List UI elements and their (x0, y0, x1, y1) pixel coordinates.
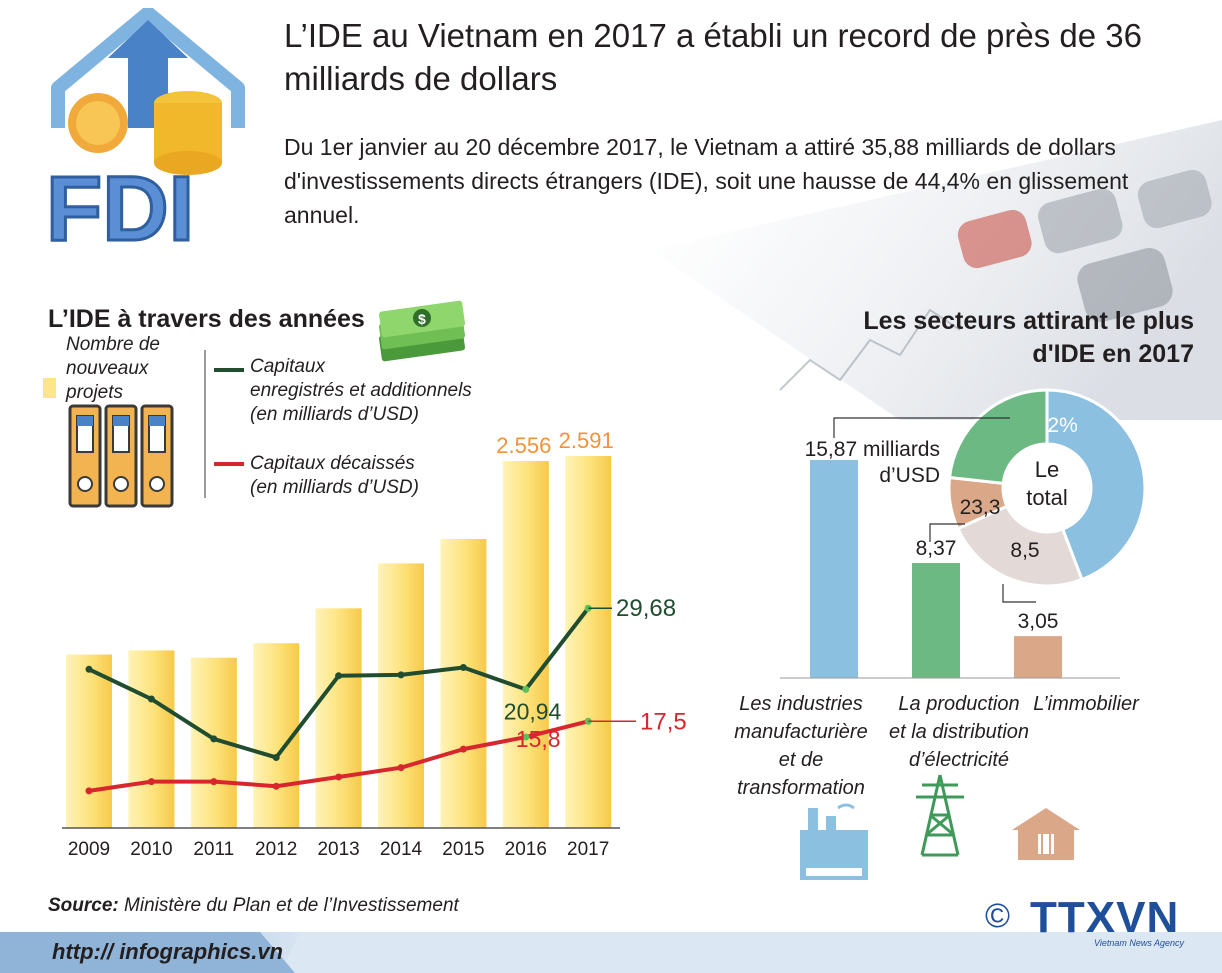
registered-value-2017: 29,68 (616, 595, 676, 622)
bar-value-2017: 2.591 (559, 428, 614, 453)
legend-projects-label: Nombre de nouveaux projets (66, 334, 160, 403)
registered-point-2015 (459, 663, 467, 671)
coins-icon (68, 91, 222, 175)
x-tick-2015: 2015 (442, 839, 484, 860)
svg-text:$: $ (418, 311, 426, 327)
sector-value-1: 8,37 (916, 537, 957, 560)
category-electricity: La production et la distribution d’élect… (888, 693, 1030, 771)
donut-slice-0 (1045, 388, 1147, 582)
disbursed-point-2015 (459, 745, 467, 753)
legend-disbursed-label: Capitaux décaissés (en milliards d’USD) (250, 453, 419, 498)
legend-divider (204, 350, 206, 498)
registered-point-2014 (397, 671, 405, 679)
x-tick-2010: 2010 (130, 839, 172, 860)
disbursed-point-2012 (272, 782, 280, 790)
registered-point-2016 (522, 685, 530, 693)
site-url-link[interactable]: http:// infographics.vn (52, 939, 283, 964)
agency-subtitle: Vietnam News Agency (1094, 938, 1185, 948)
manufacturing-value-label: 15,87 milliards d’USD (804, 438, 940, 487)
bar-value-2016: 2.556 (496, 433, 551, 458)
x-tick-2012: 2012 (255, 839, 297, 860)
disbursed-point-2011 (210, 778, 218, 786)
x-tick-2014: 2014 (380, 839, 423, 860)
project-bar-2015 (440, 538, 487, 828)
page-title: L’IDE au Vietnam en 2017 a établi un rec… (284, 17, 1142, 97)
disbursed-point-2014 (397, 764, 405, 772)
left-section-title: L’IDE à travers des années (48, 305, 365, 333)
donut-label-3: 23,3 (960, 496, 1001, 519)
money-stack-icon: $ (378, 300, 466, 362)
right-section-title: Les secteurs attirant le plus d'IDE en 2… (863, 307, 1194, 368)
manufacturing-value: 15,87 (804, 438, 858, 461)
source-note: Source: Ministère du Plan et de l’Invest… (48, 895, 459, 916)
donut-center-label: Le total (1026, 457, 1068, 510)
legend-disbursed-swatch (214, 462, 244, 466)
disbursed-value-2017: 17,5 (640, 708, 687, 735)
sector-bar-1 (912, 563, 960, 678)
registered-point-2010 (147, 695, 155, 703)
legend-projects-swatch (43, 378, 56, 398)
category-realestate: L’immobilier (1033, 693, 1139, 715)
project-bar-2017 (565, 456, 612, 828)
sector-bar-2 (1014, 636, 1062, 678)
house-icon (1012, 808, 1080, 860)
project-bar-2014 (378, 563, 424, 828)
project-bar-2013 (315, 608, 362, 828)
project-bar-2010 (128, 650, 175, 828)
connector-electricity (929, 523, 965, 542)
donut-label-2: 8,5 (1010, 539, 1039, 562)
registered-point-2013 (335, 672, 343, 680)
sector-value-2: 3,05 (1018, 610, 1059, 633)
fdi-logo-text: FDI (46, 158, 194, 258)
registered-point-2009 (85, 665, 93, 673)
project-bar-2009 (66, 654, 112, 828)
copyright-icon: © (985, 897, 1011, 935)
agency-logo: TTXVN (1030, 893, 1180, 942)
x-tick-2016: 2016 (505, 839, 547, 860)
binders-icon (68, 404, 174, 508)
connector-realestate (1002, 584, 1036, 603)
x-tick-2013: 2013 (317, 839, 359, 860)
intro-text: Du 1er janvier au 20 décembre 2017, le V… (284, 134, 1129, 228)
factory-icon (800, 803, 868, 880)
registered-point-2012 (272, 753, 280, 761)
x-tick-2011: 2011 (193, 839, 234, 860)
donut-slice-3 (947, 388, 1049, 485)
donut-slice-1 (955, 504, 1084, 588)
power-pylon-icon (916, 774, 964, 857)
x-tick-2009: 2009 (68, 839, 110, 860)
legend-registered-label: Capitaux enregistrés et additionnels (en… (250, 356, 472, 425)
disbursed-point-2009 (85, 787, 93, 795)
disbursed-point-2013 (335, 773, 343, 781)
connector-manufacturing (833, 417, 1010, 438)
calculator-deco (957, 169, 1212, 323)
disbursed-point-2016 (522, 733, 530, 741)
disbursed-value-2016: 15,8 (516, 726, 561, 752)
legend-registered-swatch (214, 368, 244, 372)
stock-line-deco (779, 308, 961, 391)
disbursed-point-2010 (147, 778, 155, 786)
registered-point-2011 (210, 735, 218, 743)
category-manufacturing: Les industries manufacturière et de tran… (734, 693, 868, 799)
x-tick-2017: 2017 (567, 839, 609, 860)
sector-bar-0 (810, 460, 858, 678)
fdi-logo: FDI (45, 8, 245, 258)
registered-value-2016: 20,94 (504, 698, 562, 724)
project-bar-2016 (502, 461, 549, 828)
